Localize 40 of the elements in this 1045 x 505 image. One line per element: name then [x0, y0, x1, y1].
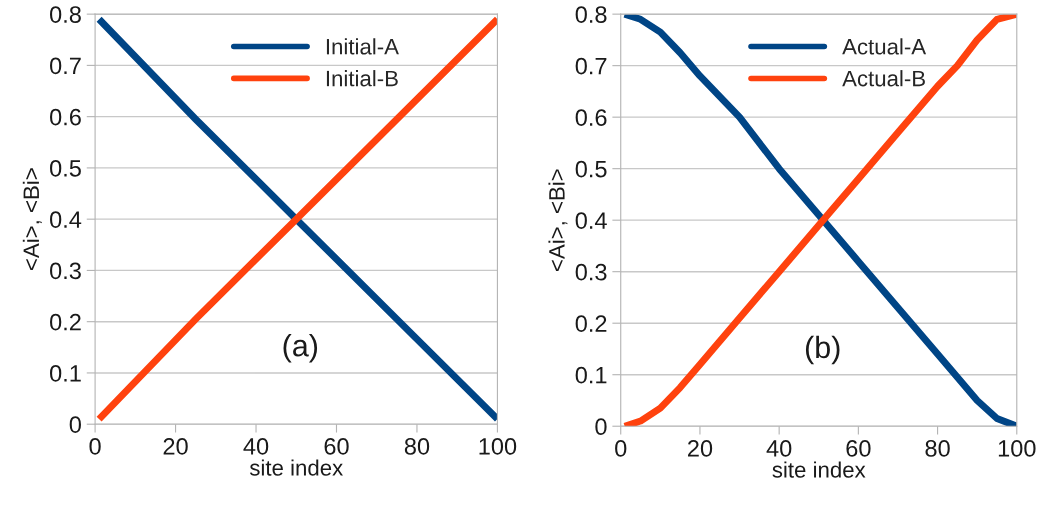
- x-tick-label: 20: [688, 440, 713, 457]
- y-tick-label: 0.4: [50, 211, 82, 228]
- x-tick-label: 80: [925, 440, 950, 457]
- y-tick-label: 0.8: [50, 6, 81, 23]
- y-tick-label: 0.2: [575, 315, 607, 332]
- annotation: (b): [805, 335, 840, 365]
- legend-label: Actual-B: [842, 70, 925, 87]
- y-tick-label: 0.7: [50, 57, 81, 75]
- x-tick-label: 20: [163, 438, 188, 455]
- x-tick-label: 0: [89, 438, 101, 455]
- x-tick-label: 100: [998, 440, 1036, 457]
- y-axis-title: <Ai>, <Bi>: [548, 169, 568, 271]
- x-tick-label: 40: [766, 440, 792, 457]
- legend-label: Initial-B: [326, 70, 398, 87]
- y-tick-label: 0: [69, 416, 81, 433]
- x-tick-label: 80: [404, 438, 430, 455]
- y-tick-label: 0.6: [575, 109, 607, 126]
- x-tick-label: 60: [324, 438, 349, 455]
- y-tick-label: 0.3: [575, 263, 607, 281]
- y-tick-label: 0: [595, 418, 607, 436]
- y-axis-title: <Ai>, <Bi>: [22, 168, 42, 270]
- x-tick-label: 60: [846, 440, 871, 457]
- y-tick-label: 0.6: [50, 108, 81, 126]
- y-tick-label: 0.1: [575, 366, 607, 384]
- y-tick-label: 0.4: [575, 212, 607, 229]
- x-axis-title: site index: [249, 459, 343, 476]
- y-tick-label: 0.2: [50, 313, 81, 331]
- x-tick-label: 0: [615, 440, 627, 457]
- legend-label: Actual-A: [842, 38, 927, 55]
- y-tick-label: 0.3: [50, 262, 81, 280]
- x-tick-label: 100: [479, 438, 517, 455]
- y-tick-label: 0.1: [50, 365, 81, 382]
- y-tick-label: 0.8: [575, 6, 607, 23]
- y-tick-label: 0.5: [575, 160, 607, 178]
- legend-label: Initial-A: [326, 38, 399, 55]
- x-tick-label: 40: [243, 438, 269, 455]
- x-axis-title: site index: [772, 461, 866, 478]
- annotation: (a): [283, 334, 318, 363]
- y-tick-label: 0.7: [575, 57, 607, 75]
- y-tick-label: 0.5: [50, 159, 81, 177]
